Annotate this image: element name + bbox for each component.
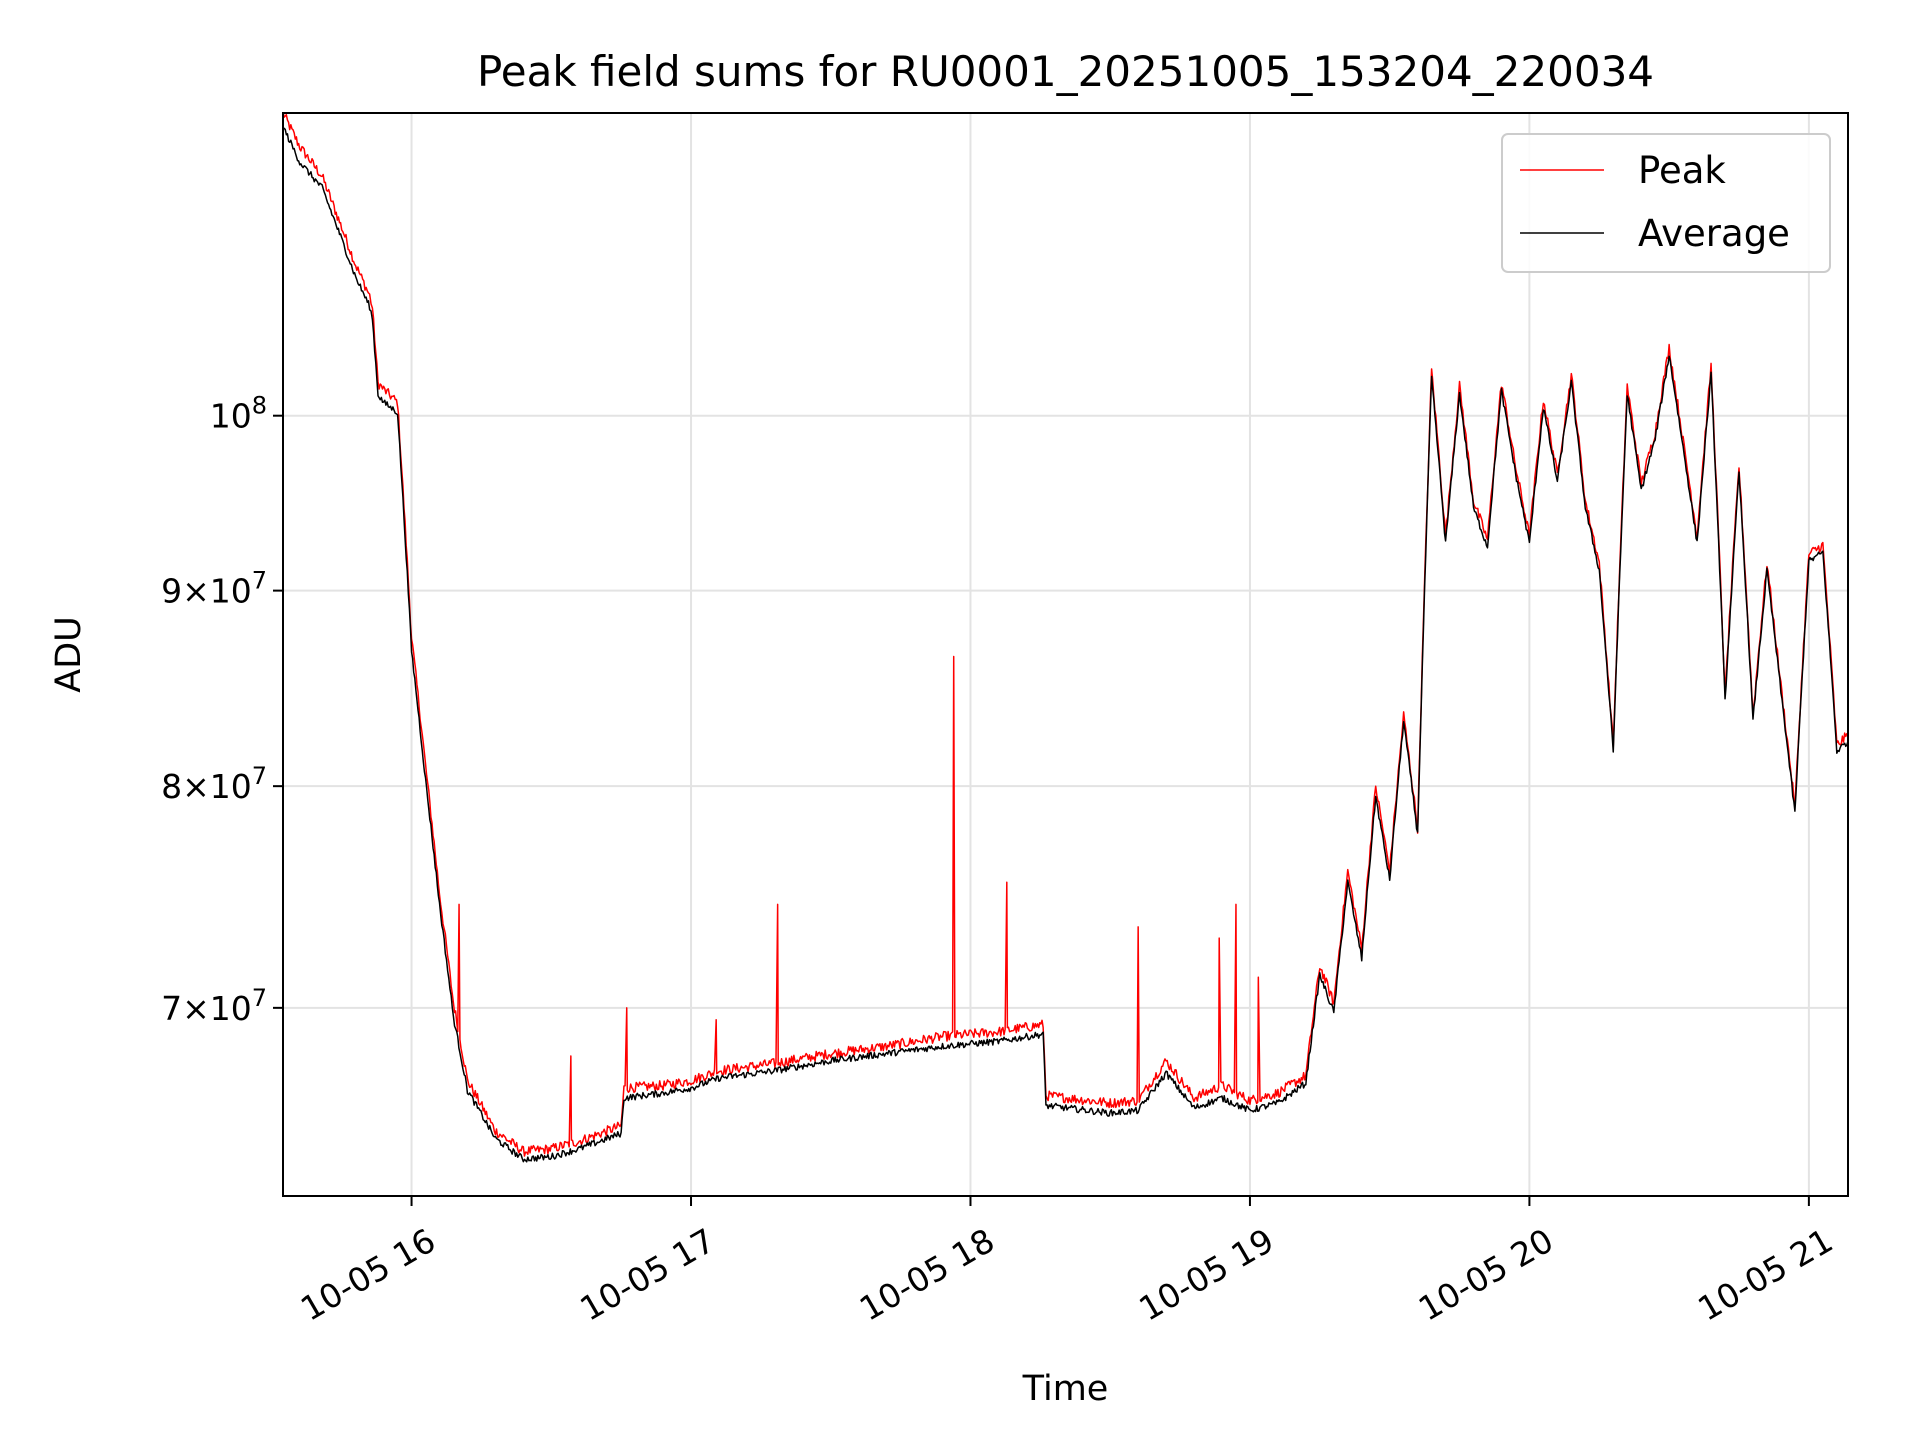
chart-title: Peak field sums for RU0001_20251005_1532… (477, 47, 1654, 96)
y-tick-label: 9×107 (161, 567, 267, 611)
legend-label-peak: Peak (1638, 149, 1726, 192)
legend-label-average: Average (1638, 212, 1790, 255)
y-axis-label: ADU (49, 616, 89, 693)
legend-box (1501, 133, 1831, 273)
plot-frame (282, 112, 1849, 1197)
y-axis: 7×107 8×107 9×107 108 (161, 392, 283, 1028)
x-axis-label: Time (1022, 1369, 1109, 1409)
y-tick-label: 8×107 (161, 762, 267, 806)
grid-lines (283, 113, 1848, 1196)
plot-area (283, 113, 1848, 1163)
y-tick-label: 108 (210, 392, 267, 436)
legend: Peak Average (1501, 133, 1831, 273)
series-line-average (283, 127, 1848, 1163)
y-tick-label: 7×107 (161, 984, 267, 1028)
